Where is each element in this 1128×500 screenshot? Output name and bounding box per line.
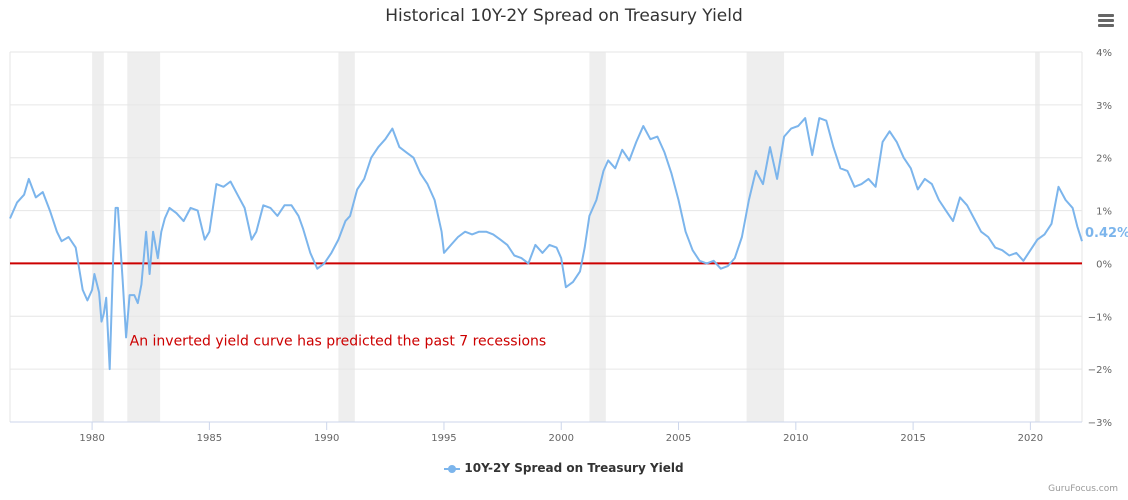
y-axis-ticks: 4% 3% 2% 1% 0% −1% −2% −3%	[1088, 48, 1112, 429]
recession-band	[92, 52, 104, 422]
x-tick-label: 1980	[79, 433, 104, 444]
x-tick-label: 2015	[900, 433, 925, 444]
chart-title: Historical 10Y-2Y Spread on Treasury Yie…	[385, 6, 743, 26]
last-value-label: 0.42%	[1085, 226, 1128, 241]
legend-symbol	[444, 464, 461, 474]
y-tick-label: −2%	[1088, 365, 1112, 376]
x-tick-label: 2010	[783, 433, 808, 444]
chart-plot: 1980 1985 1990 1995 2000 2005 2010 2015 2020 4% 3…	[9, 48, 1128, 444]
x-tick-label: 2020	[1018, 433, 1043, 444]
x-tick-label: 1985	[197, 433, 222, 444]
credits[interactable]: GuruFocus.com	[1048, 484, 1118, 494]
series-line[interactable]	[9, 117, 1083, 371]
recession-band	[338, 52, 355, 422]
chart-menu-button[interactable]	[1094, 12, 1118, 32]
hamburger-icon	[1098, 14, 1114, 17]
y-tick-label: −1%	[1088, 312, 1112, 323]
x-tick-label: 1990	[314, 433, 339, 444]
y-tick-label: 0%	[1096, 259, 1112, 270]
recession-band	[589, 52, 606, 422]
x-axis-ticks: 1980 1985 1990 1995 2000 2005 2010 2015 2020	[79, 422, 1043, 444]
recession-bands	[92, 52, 1040, 422]
x-tick-label: 2000	[549, 433, 574, 444]
chart-annotation: An inverted yield curve has predicted th…	[130, 333, 547, 349]
legend[interactable]: 10Y-2Y Spread on Treasury Yield	[0, 461, 1128, 475]
legend-label: 10Y-2Y Spread on Treasury Yield	[464, 461, 684, 475]
recession-band	[1035, 52, 1040, 422]
y-tick-label: 2%	[1096, 154, 1112, 165]
x-tick-label: 2005	[666, 433, 691, 444]
x-tick-label: 1995	[431, 433, 456, 444]
recession-band	[127, 52, 161, 422]
y-tick-label: 4%	[1096, 48, 1112, 59]
recession-band	[746, 52, 785, 422]
y-tick-label: −3%	[1088, 418, 1112, 429]
grid-lines	[9, 51, 1083, 423]
y-tick-label: 3%	[1096, 101, 1112, 112]
y-tick-label: 1%	[1096, 207, 1112, 218]
